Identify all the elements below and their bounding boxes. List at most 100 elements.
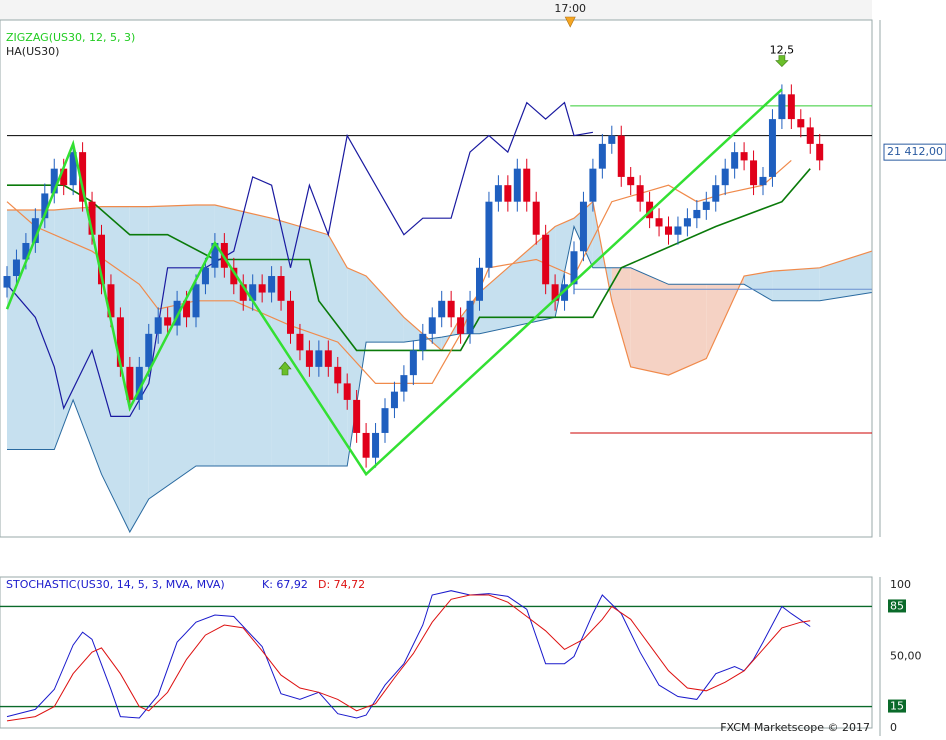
- candle-body: [816, 143, 824, 161]
- indicator-line: [7, 168, 811, 352]
- candle-body: [712, 185, 720, 202]
- candle-body: [116, 317, 124, 367]
- cloud-fill: [148, 205, 196, 499]
- candle-body: [324, 350, 332, 367]
- stochastic-panel: [0, 576, 873, 729]
- candle-body: [778, 94, 786, 120]
- candle-body: [438, 300, 446, 318]
- signal-arrow-up: [278, 361, 292, 376]
- cloud-fill: [668, 284, 707, 376]
- annotation-label: 12,5: [770, 44, 795, 57]
- candle-body: [268, 276, 276, 293]
- candle-body: [428, 317, 436, 334]
- legend-entry: D: 74,72: [318, 578, 365, 591]
- candle-body: [183, 300, 191, 318]
- candle-body: [390, 391, 398, 409]
- time-bar: [0, 0, 872, 20]
- candle-body: [466, 300, 474, 334]
- candle-body: [627, 176, 635, 186]
- candle-body: [806, 127, 814, 144]
- candle-body: [305, 350, 313, 367]
- candle-body: [721, 168, 729, 186]
- candle-body: [532, 201, 540, 235]
- candle-body: [296, 333, 304, 351]
- panel-title: STOCHASTIC(US30, 14, 5, 3, MVA, MVA): [6, 578, 225, 591]
- candle-body: [598, 143, 606, 169]
- span-b: [7, 224, 872, 534]
- candle-body: [523, 168, 531, 202]
- candle-body: [400, 375, 408, 392]
- candle-body: [457, 317, 465, 334]
- candle-body: [646, 201, 654, 219]
- candle-body: [79, 152, 87, 202]
- cloud-fill: [772, 267, 820, 301]
- current-price-box: [883, 143, 946, 161]
- stochastic-line: [6, 594, 811, 722]
- candle-body: [655, 218, 663, 227]
- candle-body: [759, 176, 767, 186]
- candle-body: [561, 284, 569, 301]
- candle-body: [513, 168, 521, 202]
- candle-body: [787, 94, 795, 120]
- candle-body: [334, 366, 342, 384]
- candle-body: [683, 218, 691, 227]
- cloud-fill: [328, 234, 348, 466]
- candle-body: [192, 284, 200, 318]
- candle-body: [702, 201, 710, 210]
- candle-body: [258, 284, 266, 293]
- y-tick-label: 85: [890, 599, 904, 612]
- candle-body: [447, 300, 455, 318]
- candle-body: [343, 383, 351, 400]
- cloud-fill: [73, 206, 102, 475]
- candle-body: [41, 193, 49, 219]
- current-price-label: 21 412,00: [887, 145, 943, 158]
- y-tick-label: 100: [890, 578, 911, 591]
- cloud-fill: [744, 271, 773, 301]
- candle-body: [164, 317, 172, 326]
- candle-body: [589, 168, 597, 202]
- candle-body: [551, 284, 559, 301]
- candle-body: [693, 209, 701, 219]
- indicator-line: [6, 159, 792, 384]
- candle-body: [504, 185, 512, 202]
- candle-body: [674, 226, 682, 235]
- candle-body: [665, 226, 672, 235]
- candle-body: [636, 185, 644, 202]
- candle-body: [12, 259, 20, 277]
- cloud-fill: [214, 205, 272, 466]
- candle-body: [740, 152, 748, 161]
- candle-body: [542, 234, 550, 285]
- cloud-fill: [7, 210, 55, 450]
- time-marker: [564, 16, 576, 28]
- candle-body: [362, 432, 370, 458]
- candle-body: [249, 284, 257, 301]
- candle-body: [88, 201, 96, 235]
- cloud-fill: [611, 267, 631, 367]
- candle-body: [494, 185, 502, 202]
- candle-body: [173, 300, 181, 326]
- candle-body: [50, 168, 58, 194]
- legend-entry: HA(US30): [6, 45, 59, 58]
- footer: FXCM Marketscope © 2017: [720, 721, 870, 734]
- candle-body: [608, 135, 616, 144]
- candle-body: [31, 218, 39, 243]
- cloud-fill: [479, 226, 556, 334]
- zigzag: [5, 88, 783, 477]
- candle-body: [126, 366, 134, 400]
- candle-body: [60, 168, 68, 186]
- candle-body: [145, 333, 153, 367]
- signal-arrow-down: [775, 55, 789, 68]
- candle-body: [419, 333, 427, 351]
- candle-body: [107, 284, 115, 318]
- candle-body: [154, 317, 162, 334]
- y-tick-label: 0: [890, 721, 897, 734]
- candle-body: [797, 119, 805, 128]
- time-marker-label: 17:00: [554, 2, 586, 15]
- candle-body: [372, 432, 380, 458]
- candle-body: [22, 242, 30, 260]
- candle-body: [731, 152, 739, 169]
- candle-body: [750, 160, 758, 186]
- candle-body: [3, 276, 11, 288]
- candle-body: [287, 300, 294, 334]
- candle-body: [211, 242, 219, 268]
